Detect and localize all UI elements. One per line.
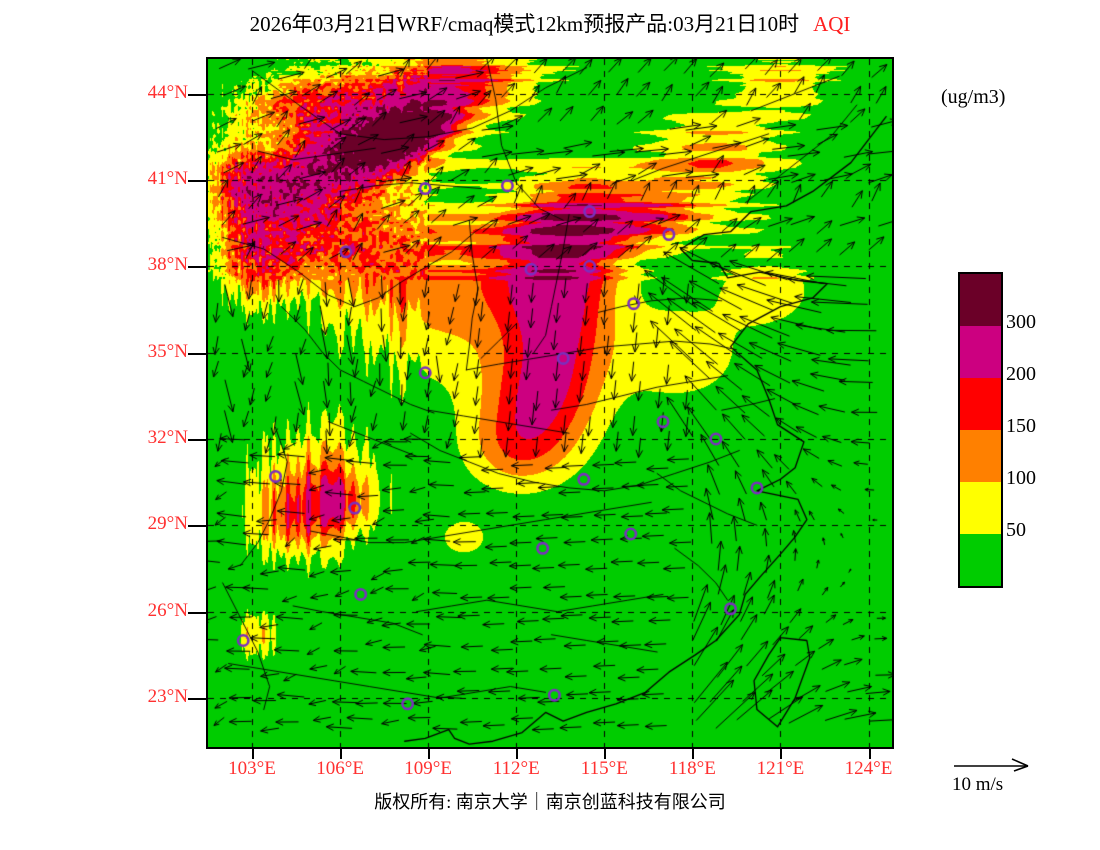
latitude-tick-label: 23°N [147,686,188,708]
longitude-tick-mark [428,749,431,759]
map-plot-area[interactable] [206,57,894,749]
chart-title-variable: AQI [813,12,851,36]
longitude-tick-mark [692,749,695,759]
longitude-tick-label: 124°E [844,758,893,779]
longitude-tick-label: 106°E [316,758,364,779]
copyright-footer: 版权所有: 南京大学｜南京创蓝科技有限公司 [374,792,726,812]
latitude-tick-mark [188,179,206,182]
colorbar-band [960,326,1001,378]
chart-title-text: 2026年03月21日WRF/cmaq模式12km预报产品:03月21日10时 [249,12,800,36]
latitude-axis: 44°N 41°N 38°N 35°N 32°N 29°N 26°N 23°N [0,0,206,850]
colorbar-band [960,430,1001,482]
colorbar-tick-label: 150 [1006,415,1036,437]
colorbar-labels: 300 200 150 100 50 [1006,272,1096,602]
latitude-tick-mark [188,611,206,614]
longitude-tick-label: 115°E [580,758,628,779]
colorbar-tick-label: 100 [1006,467,1036,489]
latitude-tick-label: 35°N [147,340,188,362]
latitude-tick-label: 32°N [147,426,188,448]
latitude-tick-label: 38°N [147,254,188,276]
latitude-tick-mark [188,352,206,355]
colorbar [958,272,1003,588]
colorbar-band [960,534,1001,586]
latitude-tick-label: 26°N [147,599,188,621]
colorbar-band [960,274,1001,326]
longitude-tick-mark [604,749,607,759]
aqi-contour-canvas [208,59,892,747]
colorbar-band [960,378,1001,430]
longitude-tick-mark [516,749,519,759]
colorbar-tick-label: 200 [1006,363,1036,385]
colorbar-tick-label: 300 [1006,311,1036,333]
chart-title: 2026年03月21日WRF/cmaq模式12km预报产品:03月21日10时 A… [0,8,1100,38]
longitude-tick-label: 112°E [492,758,540,779]
latitude-tick-mark [188,93,206,96]
longitude-tick-mark [780,749,783,759]
latitude-tick-mark [188,525,206,528]
latitude-tick-label: 29°N [147,513,188,535]
wind-scale-label: 10 m/s [952,774,1004,795]
longitude-tick-mark [252,749,255,759]
longitude-tick-label: 109°E [404,758,453,779]
colorbar-tick-label: 50 [1006,519,1026,541]
latitude-tick-mark [188,266,206,269]
latitude-tick-label: 44°N [147,81,188,103]
longitude-tick-label: 103°E [228,758,276,779]
units-label: (ug/m3) [941,86,1006,108]
latitude-tick-mark [188,438,206,441]
colorbar-band [960,482,1001,534]
wind-scale-key: 10 m/s [952,752,1092,802]
longitude-tick-mark [340,749,343,759]
latitude-tick-mark [188,698,206,701]
longitude-tick-label: 121°E [756,758,805,779]
arrow-right-icon [954,758,1029,772]
longitude-tick-mark [868,749,871,759]
longitude-tick-label: 118°E [668,758,716,779]
latitude-tick-label: 41°N [147,167,188,189]
